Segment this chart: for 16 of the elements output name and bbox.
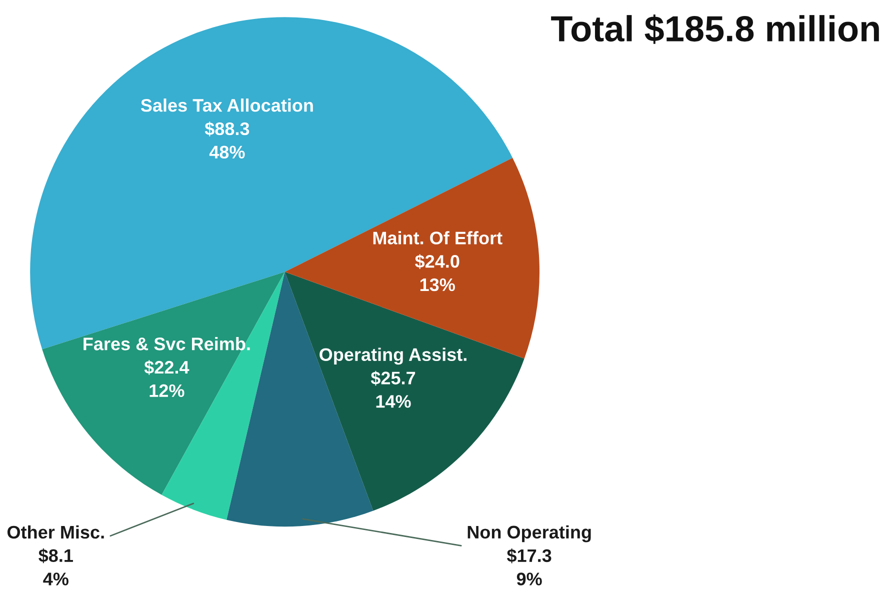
data-label: $25.7 14% [370, 370, 416, 408]
slice-label: Sales Tax Allocation [140, 98, 313, 112]
pie-slice [42, 272, 285, 495]
data-label: $17.3 9% [506, 548, 552, 586]
slice-label: Fares & Svc Reimb. [84, 337, 250, 350]
text: Total $185.8 million [551, 14, 879, 44]
data-label: $24.0 13% [415, 254, 460, 292]
slice-label: Maint. Of Effort [373, 231, 502, 244]
slice-label: Other Misc. [7, 525, 104, 539]
data-label: $22.4 12% [144, 360, 190, 398]
data-label: $88.3 48% [204, 122, 250, 159]
pie-slice [30, 17, 513, 350]
slice-label: Operating Assist. [320, 348, 466, 365]
pie-slice [284, 272, 524, 511]
slice-label: Non Operating [468, 525, 591, 542]
data-label: $8.1 4% [38, 548, 73, 586]
